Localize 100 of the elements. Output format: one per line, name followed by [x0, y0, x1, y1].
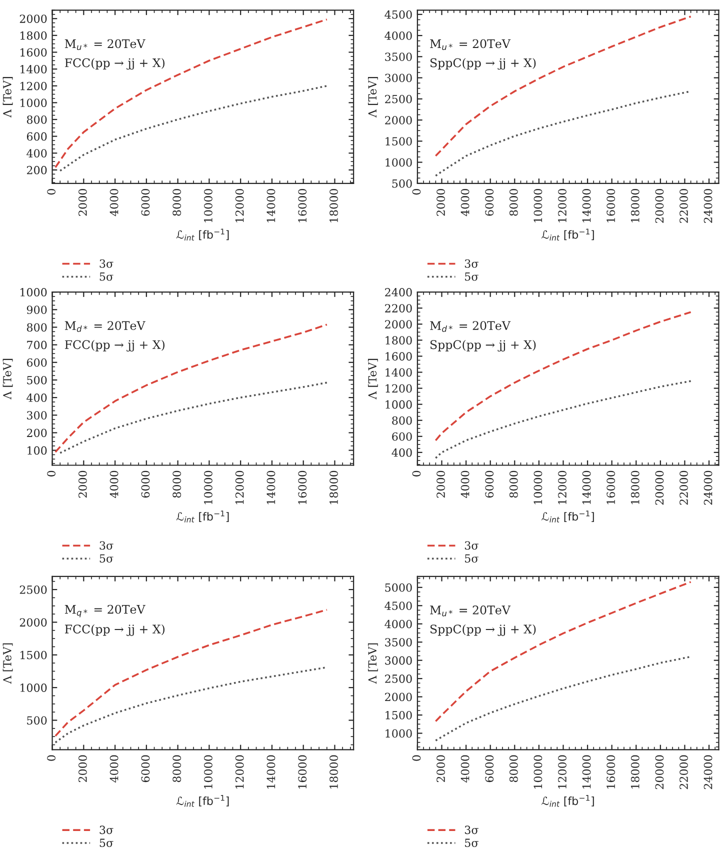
y-tick-label: 2500	[385, 674, 412, 683]
x-tick-label: 24000	[704, 755, 712, 790]
y-tick-label: 800	[26, 115, 47, 124]
y-tick-label: 1400	[20, 65, 47, 74]
y-tick-label: 600	[26, 132, 47, 141]
y-tick-label: 2000	[20, 14, 47, 23]
y-tick-label: 1500	[20, 650, 47, 660]
y-tick-label: 4000	[384, 620, 412, 628]
y-tick-label: 1400	[386, 368, 412, 377]
x-tick-label: 18000	[630, 470, 640, 504]
x-tick-label: 10000	[204, 755, 212, 789]
x-tick-label: 4000	[460, 188, 470, 216]
x-tick-label: 6000	[141, 470, 150, 498]
x-tick-label: 4000	[460, 755, 470, 782]
x-axis-title: ℒ$_{int}$ [fb$^{−1}$]	[542, 228, 594, 240]
x-tick-label: 4000	[460, 470, 470, 498]
annotation: SppC(pp → jj + X)	[430, 58, 536, 70]
x-tick-label: 12000	[235, 755, 244, 789]
x-tick-label: 18000	[630, 755, 640, 789]
y-tick-label: 1800	[20, 31, 47, 40]
x-tick-label: 4000	[110, 755, 118, 782]
x-axis-title: ℒ$_{int}$ [fb$^{−1}$]	[176, 795, 229, 807]
x-tick-label: 0	[412, 188, 421, 195]
x-tick-label: 8000	[172, 755, 182, 782]
y-tick-label: 2500	[385, 94, 412, 104]
y-tick-label: 5000	[385, 583, 412, 592]
y-axis-title: Λ [TeV]	[2, 643, 13, 684]
legend-label: 3σ	[100, 826, 114, 834]
y-tick-label: 3000	[385, 74, 412, 82]
x-tick-label: 12000	[235, 188, 244, 222]
y-tick-label: 900	[26, 306, 47, 314]
x-tick-label: 10000	[534, 470, 542, 504]
y-tick-label: 1500	[386, 711, 412, 720]
y-tick-label: 2000	[385, 320, 412, 329]
x-tick-label: 16000	[298, 188, 307, 222]
x-tick-label: 20000	[655, 188, 664, 223]
x-tick-label: 2000	[436, 188, 445, 216]
line-series	[54, 18, 328, 168]
x-tick-label: 6000	[485, 188, 494, 216]
x-tick-label: 24000	[704, 188, 712, 223]
x-tick-label: 16000	[606, 470, 616, 504]
annotation: M$_{d*}$ = 20TeV	[64, 321, 146, 332]
x-tick-label: 6000	[485, 470, 494, 498]
y-tick-label: 1500	[386, 137, 412, 146]
y-tick-label: 4500	[384, 10, 412, 19]
y-tick-label: 2000	[20, 618, 47, 627]
y-tick-label: 1600	[386, 352, 412, 361]
x-tick-label: 12000	[558, 755, 566, 789]
y-tick-label: 500	[27, 716, 47, 725]
x-tick-label: 18000	[630, 188, 640, 222]
y-tick-label: 200	[26, 428, 47, 438]
legend-label: 5σ	[100, 838, 114, 848]
x-tick-label: 6000	[141, 755, 150, 782]
y-tick-label: 3500	[385, 638, 412, 646]
y-tick-label: 2000	[385, 116, 412, 124]
y-axis-title: Λ [TeV]	[2, 77, 13, 118]
x-tick-label: 0	[47, 188, 56, 195]
y-tick-label: 800	[26, 323, 47, 332]
y-tick-label: 2500	[20, 586, 47, 594]
x-tick-label: 10000	[534, 188, 542, 222]
annotation: SppC(pp → jj + X)	[430, 624, 536, 636]
annotation: M$_{u*}$ = 20TeV	[64, 39, 146, 50]
y-axis-title: Λ [TeV]	[2, 358, 13, 400]
x-tick-label: 22000	[680, 755, 688, 790]
y-tick-label: 1600	[20, 48, 47, 57]
x-tick-label: 14000	[582, 188, 591, 222]
x-tick-label: 14000	[266, 470, 276, 504]
x-tick-label: 2000	[436, 470, 445, 498]
y-tick-label: 600	[392, 432, 412, 441]
y-tick-label: 800	[392, 416, 412, 425]
legend-label: 3σ	[464, 541, 478, 550]
legend-label: 5σ	[100, 554, 114, 563]
y-tick-label: 500	[27, 376, 47, 384]
x-tick-label: 20000	[655, 470, 664, 505]
x-axis-title: ℒ$_{int}$ [fb$^{−1}$]	[542, 510, 594, 522]
legend-label: 5σ	[465, 838, 478, 848]
line-series	[434, 380, 692, 459]
legend-label: 3σ	[464, 259, 478, 268]
x-tick-label: 14000	[266, 188, 276, 222]
x-tick-label: 0	[412, 755, 421, 761]
y-tick-label: 2400	[385, 288, 412, 296]
x-tick-label: 2000	[436, 755, 445, 782]
legend-label: 3σ	[100, 541, 114, 550]
x-tick-label: 8000	[509, 470, 518, 498]
x-tick-label: 8000	[509, 188, 518, 216]
y-tick-label: 3000	[385, 656, 412, 665]
x-axis-title: ℒ$_{int}$ [fb$^{−1}$]	[542, 795, 594, 807]
annotation: M$_{d*}$ = 20TeV	[430, 321, 511, 332]
x-tick-label: 0	[412, 470, 421, 476]
annotation: FCC(pp → jj + X)	[64, 58, 164, 70]
line-series	[434, 656, 692, 742]
y-tick-label: 400	[26, 149, 47, 158]
x-tick-label: 2000	[78, 188, 87, 216]
x-tick-label: 8000	[172, 470, 182, 498]
line-series	[59, 84, 328, 172]
legend-label: 3σ	[100, 259, 114, 268]
y-tick-label: 100	[28, 446, 47, 455]
x-tick-label: 12000	[558, 188, 566, 222]
x-tick-label: 6000	[141, 188, 150, 216]
x-tick-label: 2000	[78, 755, 87, 782]
